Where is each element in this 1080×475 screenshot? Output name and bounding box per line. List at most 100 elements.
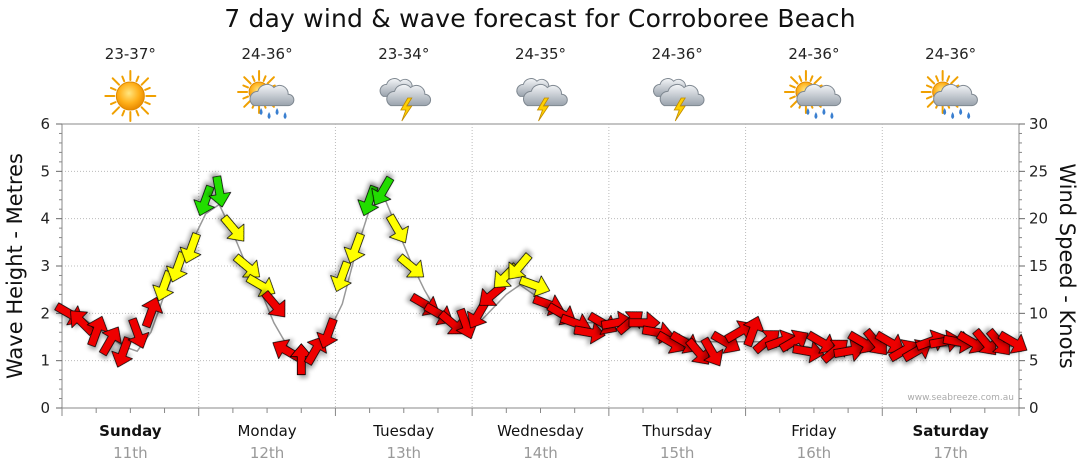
wind-arrow (98, 326, 122, 357)
date-label: 15th (660, 444, 694, 462)
sun-ray (243, 76, 252, 85)
left-tick-label: 1 (40, 352, 50, 370)
rain-drop (814, 112, 818, 119)
wind-arrow (874, 330, 905, 354)
temperature-label: 23-37° (105, 45, 156, 63)
sun-ray (789, 95, 796, 100)
left-axis-title: Wave Height - Metres (3, 153, 27, 379)
sun-ray (140, 106, 150, 115)
sun-ray (262, 75, 267, 82)
wind-arrow (792, 340, 825, 364)
date-label: 16th (797, 444, 831, 462)
right-tick-label: 15 (1029, 257, 1048, 275)
wind-arrow (232, 253, 261, 278)
left-tick-label: 3 (40, 257, 50, 275)
wind-arrow (208, 175, 232, 208)
wind-arrow (330, 260, 352, 292)
sun-ray (121, 75, 126, 83)
sun-disc (115, 81, 145, 111)
wind-arrow (127, 317, 150, 349)
left-tick-label: 4 (40, 210, 50, 228)
sun-ray (242, 84, 249, 89)
day-label: Thursday (641, 422, 712, 440)
rain-drop (967, 112, 971, 119)
sun-ray (242, 95, 249, 100)
wind-arrow (997, 330, 1028, 354)
rain-drop (822, 108, 826, 115)
right-tick-label: 30 (1029, 115, 1048, 133)
date-label: 12th (250, 444, 284, 462)
rain-drop (959, 108, 963, 115)
rain-drop (806, 108, 810, 115)
wind-arrow (343, 232, 366, 264)
lightning-bolt (400, 97, 413, 122)
right-axis-title: Wind Speed - Knots (1055, 163, 1079, 368)
temperature-label: 23-34° (378, 45, 429, 63)
rain-drop (259, 108, 263, 115)
temperature-label: 24-36° (788, 45, 839, 63)
wind-arrow (261, 290, 286, 318)
sun-ray (266, 76, 275, 85)
sun-ray (813, 76, 822, 85)
wind-arrow (700, 336, 724, 367)
wind-arrow (193, 184, 215, 217)
rain-drop (283, 112, 287, 119)
right-tick-label: 0 (1029, 399, 1039, 417)
left-tick-label: 2 (40, 304, 50, 322)
day-label: Saturday (912, 422, 989, 440)
wind-arrow (220, 214, 245, 242)
left-tick-label: 5 (40, 162, 50, 180)
sun-ray (109, 86, 117, 91)
wind-arrow (141, 296, 164, 329)
day-label: Sunday (99, 422, 162, 440)
day-label: Monday (237, 422, 296, 440)
sun-ray (790, 76, 799, 85)
sun-ray (135, 109, 140, 117)
sun-ray (809, 75, 814, 82)
wind-arrow (806, 330, 836, 354)
rain-drop (267, 112, 271, 119)
sun-ray (135, 75, 140, 83)
sun-ray (144, 101, 151, 106)
date-label: 11th (113, 444, 147, 462)
sun-ray (111, 77, 121, 86)
cloud-shape (933, 83, 978, 107)
sun-ray (798, 75, 803, 82)
sun-cloud-rain-icon (920, 70, 978, 119)
left-tick-label: 0 (40, 399, 50, 417)
sun-ray (121, 109, 126, 117)
thunderstorm-icon (653, 78, 705, 122)
lightning-bolt (673, 97, 686, 122)
wind-arrow (518, 275, 551, 298)
right-tick-label: 5 (1029, 352, 1039, 370)
cloud-shape (249, 83, 295, 107)
thunderstorm-icon (516, 78, 568, 122)
chart-title: 7 day wind & wave forecast for Corrobore… (224, 4, 856, 33)
date-label: 13th (387, 444, 421, 462)
sun-ray (243, 99, 252, 108)
sun-ray (926, 76, 936, 85)
sun-ray (950, 76, 959, 85)
sun-ray (140, 77, 150, 86)
date-label: 14th (523, 444, 557, 462)
temperature-label: 24-35° (515, 45, 566, 63)
wind-arrow (111, 336, 133, 368)
temperature-label: 24-36° (925, 45, 976, 63)
wind-arrow (508, 252, 533, 280)
rain-drop (951, 112, 955, 119)
sun-ray (144, 86, 151, 91)
cloud-shape (386, 83, 432, 107)
sun-ray (790, 99, 799, 108)
sun-ray (111, 106, 121, 115)
wind-arrow (573, 321, 606, 345)
rain-drop (275, 108, 279, 115)
wind-arrow (371, 175, 395, 206)
rain-drop (943, 108, 947, 115)
cloud-shape (523, 83, 568, 107)
lightning-bolt (536, 97, 550, 122)
wind-arrow (833, 339, 866, 362)
sun-ray (925, 84, 933, 89)
cloud-shape (659, 83, 705, 107)
sun-ray (251, 75, 256, 82)
